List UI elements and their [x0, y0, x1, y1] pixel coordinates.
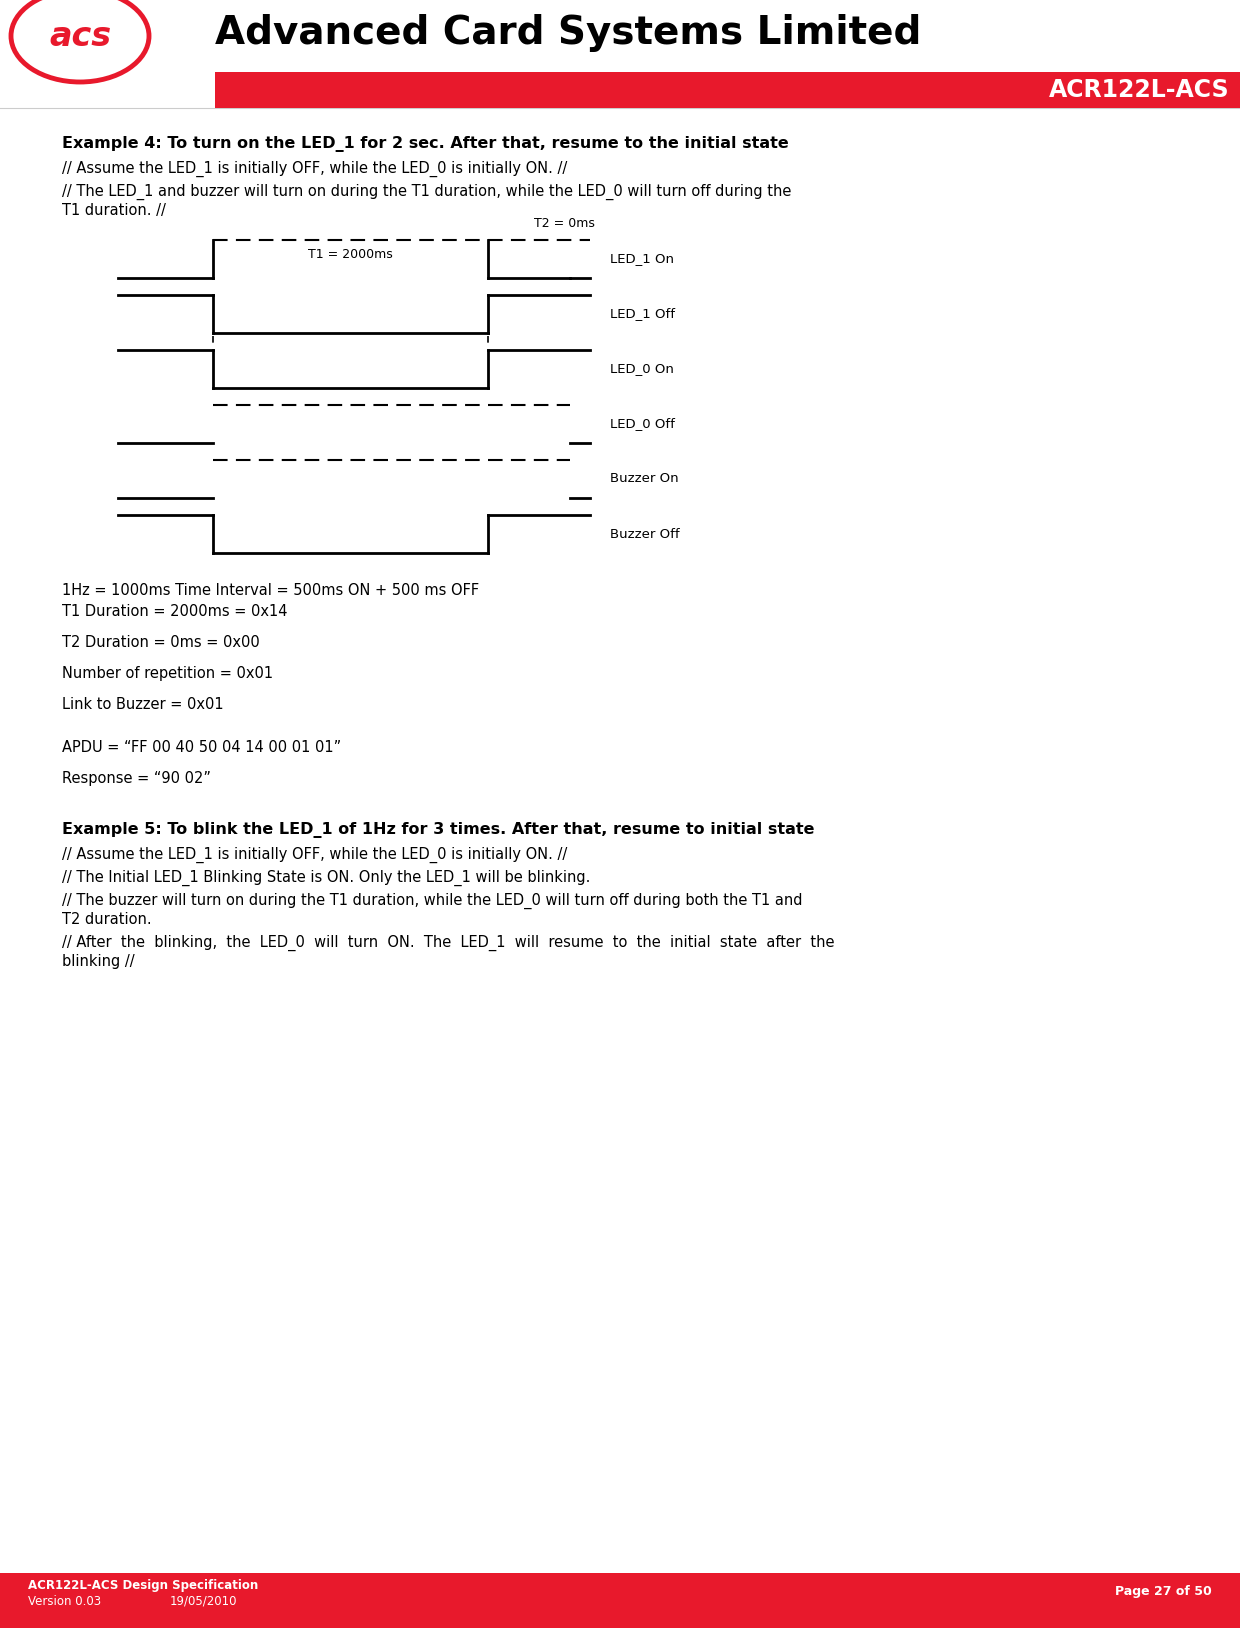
Text: Advanced Card Systems Limited: Advanced Card Systems Limited — [215, 15, 921, 52]
Text: Version 0.03: Version 0.03 — [29, 1595, 102, 1608]
Text: 19/05/2010: 19/05/2010 — [170, 1595, 238, 1608]
Text: 1Hz = 1000ms Time Interval = 500ms ON + 500 ms OFF: 1Hz = 1000ms Time Interval = 500ms ON + … — [62, 583, 479, 597]
Text: Page 27 of 50: Page 27 of 50 — [1115, 1586, 1211, 1599]
Text: // The Initial LED_1 Blinking State is ON. Only the LED_1 will be blinking.: // The Initial LED_1 Blinking State is O… — [62, 869, 590, 886]
Text: T2 duration.: T2 duration. — [62, 912, 151, 926]
Text: // The buzzer will turn on during the T1 duration, while the LED_0 will turn off: // The buzzer will turn on during the T1… — [62, 894, 802, 908]
Text: // After  the  blinking,  the  LED_0  will  turn  ON.  The  LED_1  will  resume : // After the blinking, the LED_0 will tu… — [62, 934, 835, 951]
Text: Response = “90 02”: Response = “90 02” — [62, 772, 211, 786]
Text: Example 4: To turn on the LED_1 for 2 sec. After that, resume to the initial sta: Example 4: To turn on the LED_1 for 2 se… — [62, 137, 789, 151]
Text: LED_0 On: LED_0 On — [610, 363, 673, 376]
Text: Buzzer On: Buzzer On — [610, 472, 678, 485]
Text: ACR122L-ACS Design Specification: ACR122L-ACS Design Specification — [29, 1579, 258, 1592]
Bar — [0, 1573, 1240, 1628]
Text: T1 duration. //: T1 duration. // — [62, 204, 166, 218]
Text: T2 Duration = 0ms = 0x00: T2 Duration = 0ms = 0x00 — [62, 635, 259, 650]
Text: LED_0 Off: LED_0 Off — [610, 417, 675, 430]
Text: // Assume the LED_1 is initially OFF, while the LED_0 is initially ON. //: // Assume the LED_1 is initially OFF, wh… — [62, 847, 567, 863]
Text: T1 = 2000ms: T1 = 2000ms — [308, 249, 393, 262]
Bar — [0, 0, 1240, 72]
Text: LED_1 On: LED_1 On — [610, 252, 675, 265]
Text: APDU = “FF 00 40 50 04 14 00 01 01”: APDU = “FF 00 40 50 04 14 00 01 01” — [62, 741, 341, 755]
Text: Buzzer Off: Buzzer Off — [610, 527, 680, 540]
Bar — [215, 72, 1240, 107]
Text: Link to Buzzer = 0x01: Link to Buzzer = 0x01 — [62, 697, 223, 711]
Text: // Assume the LED_1 is initially OFF, while the LED_0 is initially ON. //: // Assume the LED_1 is initially OFF, wh… — [62, 161, 567, 177]
Text: Number of repetition = 0x01: Number of repetition = 0x01 — [62, 666, 273, 681]
Text: ACR122L-ACS: ACR122L-ACS — [1049, 78, 1230, 103]
Text: LED_1 Off: LED_1 Off — [610, 308, 675, 321]
Text: T2 = 0ms: T2 = 0ms — [534, 217, 595, 230]
Ellipse shape — [11, 0, 149, 81]
Text: acs: acs — [48, 20, 112, 52]
Text: // The LED_1 and buzzer will turn on during the T1 duration, while the LED_0 wil: // The LED_1 and buzzer will turn on dur… — [62, 184, 791, 200]
Text: T1 Duration = 2000ms = 0x14: T1 Duration = 2000ms = 0x14 — [62, 604, 288, 619]
Text: Example 5: To blink the LED_1 of 1Hz for 3 times. After that, resume to initial : Example 5: To blink the LED_1 of 1Hz for… — [62, 822, 815, 838]
Text: blinking //: blinking // — [62, 954, 135, 969]
